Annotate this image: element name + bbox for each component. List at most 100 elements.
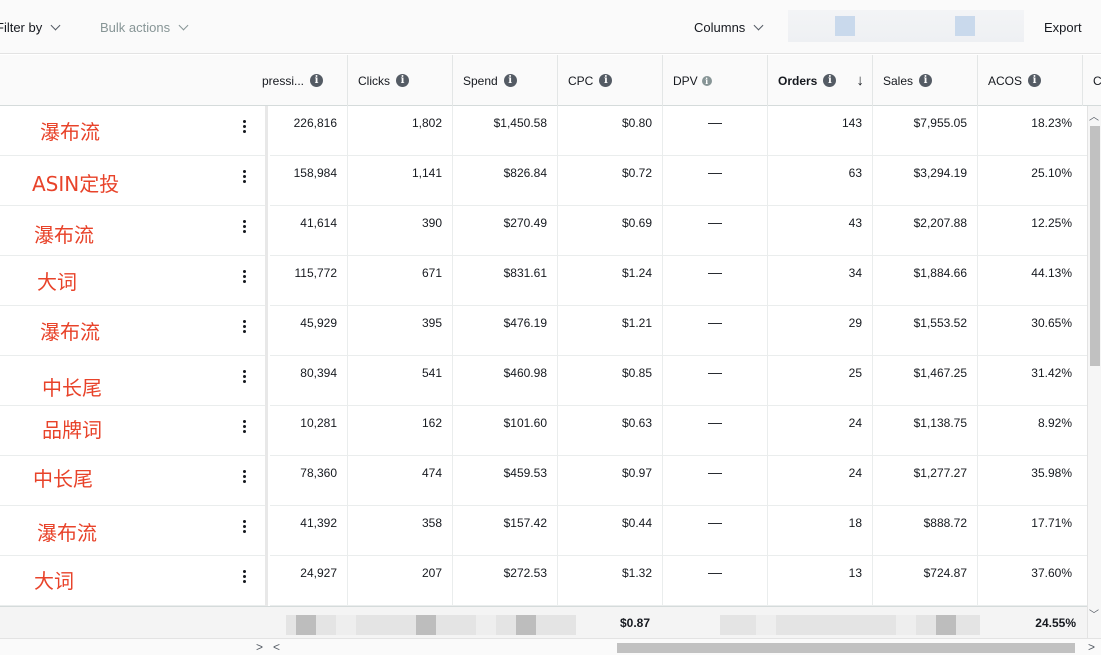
- cell-acos: 25.10%: [977, 156, 1082, 206]
- info-icon[interactable]: i: [701, 75, 712, 86]
- more-actions-icon[interactable]: [243, 570, 246, 584]
- cell-acos: 35.98%: [977, 456, 1082, 506]
- cell-sales: $1,277.27: [872, 456, 977, 506]
- more-actions-icon[interactable]: [243, 220, 246, 234]
- info-icon[interactable]: i: [919, 74, 933, 87]
- column-header[interactable]: Cl: [1082, 55, 1101, 106]
- cell-clicks: 1,141: [347, 156, 452, 206]
- cell-impressions: 226,816: [293, 116, 337, 130]
- scroll-up-icon[interactable]: ︿: [1089, 112, 1099, 123]
- row-name-annotation: 瀑布流: [40, 320, 100, 344]
- table-row: 10,281 162 $101.60 $0.63—24 $1,138.75 8.92%: [270, 406, 1101, 456]
- more-actions-icon[interactable]: [243, 470, 246, 484]
- cell-spend: $270.49: [452, 206, 557, 256]
- columns-dropdown[interactable]: Columns: [694, 20, 764, 35]
- cell-clicks: 358: [347, 506, 452, 556]
- column-header[interactable]: ACOS i: [977, 55, 1082, 106]
- arrow-down-icon[interactable]: ↓: [856, 72, 864, 89]
- column-header-label: Orders: [778, 73, 818, 88]
- info-icon[interactable]: i: [1028, 74, 1042, 87]
- more-actions-icon[interactable]: [243, 420, 246, 434]
- cell-dpv: —: [662, 256, 767, 306]
- cell-spend: $157.42: [452, 506, 557, 556]
- scroll-right-frozen-icon[interactable]: >: [256, 640, 264, 654]
- column-header[interactable]: Spend i: [452, 55, 557, 106]
- cell-spend: $460.98: [452, 356, 557, 406]
- cell-dpv: —: [662, 456, 767, 506]
- cell-acos: 31.42%: [977, 356, 1082, 406]
- cell-cpc: $0.97: [557, 456, 662, 506]
- cell-clicks: 541: [347, 356, 452, 406]
- cell-impressions: 41,614: [300, 216, 337, 230]
- redacted-block: [835, 16, 855, 36]
- table-row: 115,772 671 $831.61 $1.24—34 $1,884.66 44.13%: [270, 256, 1101, 306]
- cell-impressions: 45,929: [300, 316, 337, 330]
- cell-orders: 43: [767, 206, 872, 256]
- cell-sales: $7,955.05: [872, 106, 977, 156]
- column-header[interactable]: pressi... i: [262, 55, 347, 106]
- more-actions-icon[interactable]: [243, 520, 246, 534]
- total-acos: 24.55%: [1035, 616, 1076, 630]
- export-button[interactable]: Export: [1044, 20, 1082, 35]
- cell-dpv: —: [662, 356, 767, 406]
- more-actions-icon[interactable]: [243, 270, 246, 284]
- frozen-name-column: 瀑布流 ASIN定投 瀑布流 大词 瀑布流 中长尾 品牌词 中长尾 瀑布流 大词: [0, 106, 268, 606]
- filter-by-dropdown[interactable]: Filter by: [0, 20, 61, 35]
- bulk-actions-label: Bulk actions: [100, 20, 171, 35]
- table-row-name-cell: 大词: [0, 256, 265, 306]
- cell-impressions: 80,394: [300, 366, 337, 380]
- table-row: 41,614 390 $270.49 $0.69—43 $2,207.88 12.25%: [270, 206, 1101, 256]
- cell-spend: $831.61: [452, 256, 557, 306]
- row-name-annotation: 瀑布流: [37, 521, 97, 545]
- scroll-left-icon[interactable]: <: [273, 640, 281, 654]
- column-header[interactable]: Sales i: [872, 55, 977, 106]
- info-icon[interactable]: i: [599, 74, 613, 87]
- table-row-name-cell: 中长尾: [0, 356, 265, 406]
- bulk-actions-dropdown[interactable]: Bulk actions: [100, 20, 189, 35]
- vertical-scroll-thumb[interactable]: [1090, 126, 1100, 366]
- info-icon[interactable]: i: [823, 74, 837, 87]
- redacted-block: [516, 615, 536, 635]
- row-name-annotation: 品牌词: [42, 418, 102, 442]
- cell-clicks: 474: [347, 456, 452, 506]
- horizontal-scrollbar[interactable]: > < >: [0, 638, 1101, 655]
- table-row: 41,392 358 $157.42 $0.44—18 $888.72 17.71%: [270, 506, 1101, 556]
- table-header-row: pressi... i Clicks i Spend i CPC i DPV i Orders i ↓ S…: [0, 55, 1101, 106]
- table-row: 158,984 1,141 $826.84 $0.72—63 $3,294.19 25.1…: [270, 156, 1101, 206]
- column-header[interactable]: CPC i: [557, 55, 662, 106]
- cell-dpv: —: [662, 556, 767, 606]
- more-actions-icon[interactable]: [243, 370, 246, 384]
- cell-sales: $1,884.66: [872, 256, 977, 306]
- more-actions-icon[interactable]: [243, 120, 246, 134]
- table-row-name-cell: 瀑布流: [0, 306, 265, 356]
- more-actions-icon[interactable]: [243, 170, 246, 184]
- cell-sales: $1,138.75: [872, 406, 977, 456]
- column-header[interactable]: Orders i ↓: [767, 55, 872, 106]
- cell-cpc: $0.72: [557, 156, 662, 206]
- redacted-block: [936, 615, 956, 635]
- redacted-block: [296, 615, 316, 635]
- scroll-down-icon[interactable]: ﹀: [1089, 610, 1099, 621]
- cell-cpc: $0.69: [557, 206, 662, 256]
- cell-dpv: —: [662, 406, 767, 456]
- cell-spend: $826.84: [452, 156, 557, 206]
- column-header[interactable]: Clicks i: [347, 55, 452, 106]
- cell-spend: $272.53: [452, 556, 557, 606]
- table-row-name-cell: ASIN定投: [0, 156, 265, 206]
- redacted-date-range: [788, 10, 1024, 42]
- cell-clicks: 395: [347, 306, 452, 356]
- scroll-right-icon[interactable]: >: [1088, 640, 1096, 654]
- cell-acos: 8.92%: [977, 406, 1082, 456]
- table-row: 24,927 207 $272.53 $1.32—13 $724.87 37.60%: [270, 556, 1101, 606]
- info-icon[interactable]: i: [503, 74, 517, 87]
- info-icon[interactable]: i: [310, 74, 324, 87]
- cell-orders: 24: [767, 406, 872, 456]
- info-icon[interactable]: i: [396, 74, 409, 87]
- horizontal-scroll-thumb[interactable]: [617, 643, 1075, 653]
- cell-sales: $724.87: [872, 556, 977, 606]
- vertical-scrollbar[interactable]: ︿ ﹀: [1087, 106, 1101, 638]
- more-actions-icon[interactable]: [243, 320, 246, 334]
- column-header[interactable]: DPV i: [662, 55, 767, 106]
- redacted-block: [476, 615, 496, 635]
- cell-orders: 25: [767, 356, 872, 406]
